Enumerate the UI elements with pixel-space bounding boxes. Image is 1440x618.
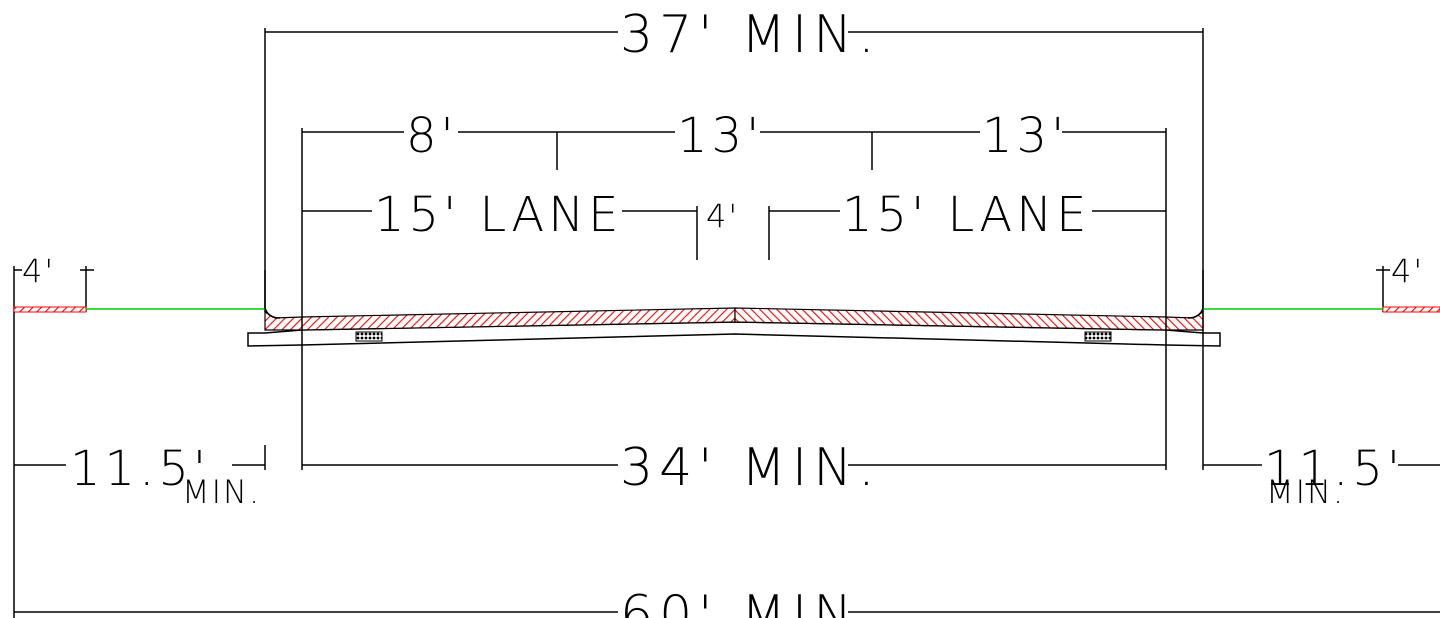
dim-seg-1-label: 8': [406, 108, 458, 164]
buffer-left-min-label: MIN.: [182, 473, 261, 511]
dim-bottom-overall-label: 60' MIN.: [620, 585, 881, 618]
sidewalk-right-label: 4': [1391, 252, 1424, 290]
edge-drain-right: [1084, 331, 1112, 342]
dim-seg-3-label: 13': [982, 108, 1068, 164]
dim-seg-2-label: 13': [677, 108, 763, 164]
sidewalk-right-dim: [1376, 266, 1390, 312]
buffer-right-label: 11.5': [1264, 441, 1404, 497]
sidewalk-left-label: 4': [22, 252, 55, 290]
curb-right: [1187, 270, 1204, 319]
sidewalk-right-slab: [1382, 306, 1440, 313]
dim-lower: [13, 312, 1440, 618]
sidewalk-left-dim: [13, 266, 94, 312]
curb-to-curb-label: 34' MIN.: [620, 438, 881, 498]
dim-top-overall: [264, 28, 1204, 312]
dim-top-overall-label: 37' MIN.: [620, 5, 881, 65]
buffer-left-label: 11.5': [70, 441, 210, 497]
dim-lane-right-label: 15' LANE: [842, 187, 1090, 243]
dim-segments: [301, 128, 1167, 312]
edge-drain-left: [355, 331, 383, 342]
buffer-right-min-label: MIN.: [1266, 473, 1345, 511]
dim-lanes: [302, 206, 1166, 260]
sidewalk-left-slab: [13, 306, 87, 313]
curb-left: [264, 270, 281, 319]
dim-lane-left-label: 15' LANE: [374, 187, 622, 243]
pavement-section: [247, 270, 1221, 347]
dim-median-label: 4': [706, 197, 739, 235]
